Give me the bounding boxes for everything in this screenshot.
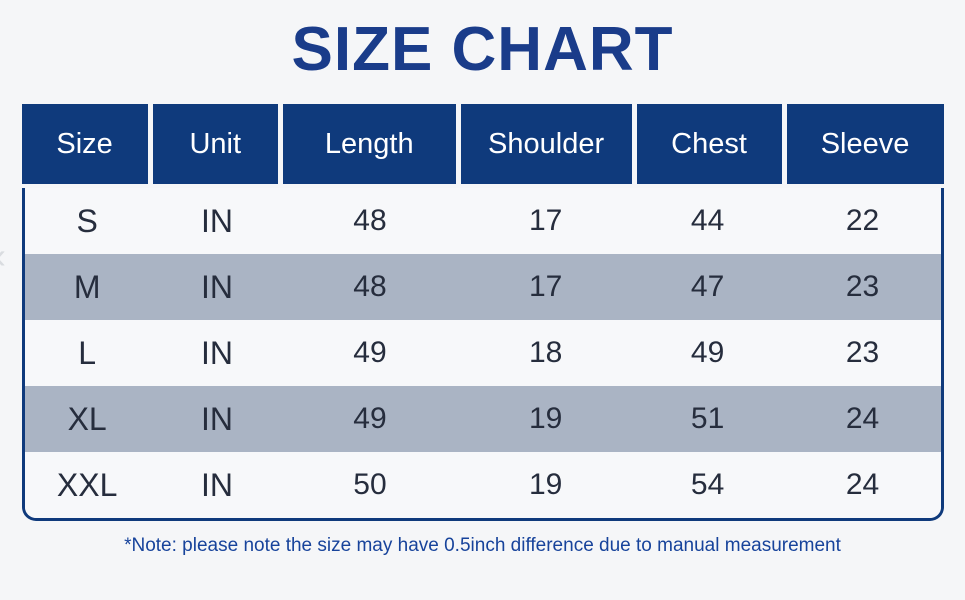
- cell-size: L: [78, 334, 97, 371]
- cell-unit: IN: [200, 334, 233, 371]
- cell-length: 49: [353, 336, 387, 370]
- cell-sleeve: 23: [845, 336, 880, 370]
- table-row: L IN 49 18 49 23: [24, 320, 941, 387]
- cell-length: 48: [353, 204, 387, 238]
- table-row: S IN 48 17 44 22: [24, 188, 941, 255]
- cell-chest: 44: [690, 204, 725, 238]
- cell-unit: IN: [200, 466, 233, 503]
- measurement-note: *Note: please note the size may have 0.5…: [124, 535, 841, 557]
- column-header-size: Size: [21, 104, 148, 185]
- cell-size: XL: [67, 400, 107, 437]
- cell-sleeve: 23: [845, 270, 880, 304]
- cell-shoulder: 18: [529, 336, 563, 370]
- cell-unit: IN: [200, 202, 233, 239]
- column-header-chest: Chest: [636, 104, 782, 185]
- size-chart-table: Size Unit Length Shoulder Chest Sleeve S…: [21, 104, 944, 522]
- column-header-unit: Unit: [152, 104, 278, 185]
- cell-chest: 54: [690, 468, 725, 502]
- column-header-sleeve: Sleeve: [786, 104, 944, 185]
- cell-length: 50: [353, 468, 387, 502]
- cell-sleeve: 24: [845, 468, 880, 502]
- cell-shoulder: 17: [529, 204, 563, 238]
- table-row: M IN 48 17 47 23: [24, 254, 941, 321]
- cell-size: M: [73, 268, 101, 305]
- column-header-shoulder: Shoulder: [460, 104, 632, 185]
- cell-shoulder: 17: [529, 270, 563, 304]
- table-row: XXL IN 50 19 54 24: [24, 452, 941, 519]
- table-body: S IN 48 17 44 22 M IN 48 17 47 23 L IN 49 18 49 23 XL IN 49 1…: [21, 188, 944, 522]
- table-row: XL IN 49 19 51 24: [24, 386, 941, 453]
- table-header-row: Size Unit Length Shoulder Chest Sleeve: [21, 104, 944, 185]
- cell-size: XXL: [56, 466, 118, 503]
- cell-size: S: [76, 202, 98, 239]
- cell-chest: 51: [690, 402, 725, 436]
- cell-chest: 49: [690, 336, 725, 370]
- page-title: SIZE CHART: [291, 15, 674, 84]
- cell-length: 48: [353, 270, 387, 304]
- cell-shoulder: 19: [529, 468, 563, 502]
- cell-unit: IN: [200, 400, 233, 437]
- cell-length: 49: [353, 402, 387, 436]
- column-header-length: Length: [282, 104, 456, 185]
- cell-sleeve: 22: [845, 204, 880, 238]
- cell-unit: IN: [200, 268, 233, 305]
- cell-chest: 47: [690, 270, 725, 304]
- cell-sleeve: 24: [845, 402, 880, 436]
- cell-shoulder: 19: [529, 402, 563, 436]
- left-edge-chevron-icon[interactable]: ‹: [0, 238, 6, 274]
